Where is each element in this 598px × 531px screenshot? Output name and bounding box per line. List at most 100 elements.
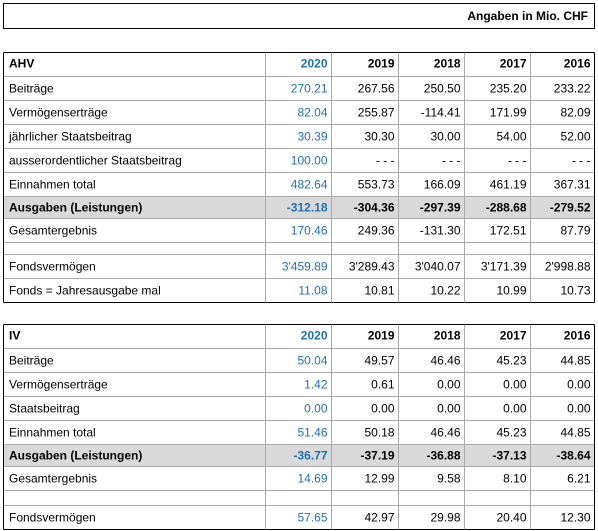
cell-value: 57.65 bbox=[297, 511, 327, 525]
cell-value: 482.64 bbox=[291, 178, 328, 192]
year-header: 2017 bbox=[500, 329, 527, 343]
cell-value: 20.40 bbox=[496, 511, 526, 525]
row-label: Einnahmen total bbox=[9, 426, 96, 440]
cell-value: 11.08 bbox=[298, 284, 327, 298]
cell-value: 0.00 bbox=[567, 402, 591, 416]
cell-value: 0.00 bbox=[437, 378, 461, 392]
row-highlight bbox=[3, 196, 595, 219]
cell-value: 255.87 bbox=[358, 106, 395, 120]
cell-value: 54.00 bbox=[496, 130, 526, 144]
cell-value: 45.23 bbox=[496, 354, 526, 368]
cell-value: 233.22 bbox=[554, 82, 591, 96]
cell-value: 87.79 bbox=[560, 224, 590, 238]
cell-value: 171.99 bbox=[490, 106, 527, 120]
cell-value: 0.00 bbox=[371, 402, 395, 416]
cell-value: 42.97 bbox=[364, 511, 394, 525]
cell-value: 267.56 bbox=[358, 82, 395, 96]
cell-value: 10.81 bbox=[364, 284, 394, 298]
row-label: Ausgaben (Leistungen) bbox=[9, 449, 142, 463]
cell-value: 3'289.43 bbox=[349, 260, 395, 274]
cell-value: 30.00 bbox=[430, 130, 460, 144]
cell-value: 44.85 bbox=[560, 426, 590, 440]
year-header: 2016 bbox=[564, 329, 591, 343]
year-header: 2020 bbox=[301, 329, 328, 343]
row-label: Staatsbeitrag bbox=[9, 402, 80, 416]
cell-value: -279.52 bbox=[550, 201, 591, 215]
cell-value: 553.73 bbox=[358, 178, 395, 192]
cell-value: 50.18 bbox=[364, 426, 394, 440]
cell-value: 45.23 bbox=[496, 426, 526, 440]
cell-value: 29.98 bbox=[430, 511, 460, 525]
cell-value: -36.88 bbox=[426, 449, 460, 463]
row-label: Vermögenserträge bbox=[9, 106, 108, 120]
cell-value: 270.21 bbox=[291, 82, 328, 96]
cell-value: 30.30 bbox=[364, 130, 394, 144]
cell-value: 6.21 bbox=[567, 472, 591, 486]
cell-value: 170.46 bbox=[291, 224, 328, 238]
cell-value: 49.57 bbox=[364, 354, 394, 368]
cell-value: 0.00 bbox=[304, 402, 328, 416]
section-title: AHV bbox=[9, 57, 34, 71]
cell-value: 82.04 bbox=[297, 106, 327, 120]
row-label: Gesamtergebnis bbox=[9, 224, 97, 238]
cell-value: 0.00 bbox=[503, 378, 527, 392]
cell-value: 1.42 bbox=[304, 378, 328, 392]
year-header: 2020 bbox=[301, 57, 328, 71]
cell-value: -114.41 bbox=[421, 106, 461, 120]
row-label: ausserordentlicher Staatsbeitrag bbox=[9, 154, 182, 168]
cell-value: 461.19 bbox=[490, 178, 527, 192]
year-header: 2019 bbox=[368, 57, 395, 71]
header-title: Angaben in Mio. CHF bbox=[467, 9, 588, 23]
cell-value: 10.73 bbox=[560, 284, 590, 298]
year-header: 2017 bbox=[500, 57, 527, 71]
cell-value: 0.61 bbox=[371, 378, 395, 392]
cell-value: 8.10 bbox=[503, 472, 527, 486]
cell-value: 100.00 bbox=[291, 154, 328, 168]
cell-value: 2'998.88 bbox=[545, 260, 591, 274]
cell-value: 0.00 bbox=[503, 402, 527, 416]
cell-value: 30.39 bbox=[297, 130, 327, 144]
cell-value: 12.30 bbox=[560, 511, 590, 525]
cell-value: 51.46 bbox=[297, 426, 327, 440]
cell-value: 10.99 bbox=[496, 284, 526, 298]
cell-value: - - - bbox=[572, 154, 591, 168]
cell-value: - - - bbox=[376, 154, 395, 168]
cell-value: -131.30 bbox=[420, 224, 461, 238]
cell-value: -304.36 bbox=[354, 201, 395, 215]
cell-value: -37.13 bbox=[492, 449, 526, 463]
cell-value: 46.46 bbox=[430, 426, 460, 440]
header-box bbox=[3, 3, 595, 29]
cell-value: 3'040.07 bbox=[415, 260, 461, 274]
row-label: Fonds = Jahresausgabe mal bbox=[9, 284, 161, 298]
row-label: Gesamtergebnis bbox=[9, 472, 97, 486]
cell-value: 12.99 bbox=[364, 472, 394, 486]
cell-value: 44.85 bbox=[560, 354, 590, 368]
cell-value: -38.64 bbox=[556, 449, 590, 463]
cell-value: - - - bbox=[442, 154, 461, 168]
row-label: Ausgaben (Leistungen) bbox=[9, 201, 142, 215]
cell-value: -297.39 bbox=[420, 201, 461, 215]
cell-value: 10.22 bbox=[430, 284, 460, 298]
cell-value: 3'171.39 bbox=[481, 260, 527, 274]
row-label: Beiträge bbox=[9, 82, 54, 96]
year-header: 2018 bbox=[434, 57, 461, 71]
year-header: 2018 bbox=[434, 329, 461, 343]
cell-value: 0.00 bbox=[567, 378, 591, 392]
cell-value: -36.77 bbox=[293, 449, 327, 463]
row-label: jährlicher Staatsbeitrag bbox=[8, 130, 132, 144]
cell-value: 82.09 bbox=[560, 106, 590, 120]
row-highlight bbox=[3, 444, 595, 467]
cell-value: 235.20 bbox=[490, 82, 527, 96]
row-label: Fondsvermögen bbox=[9, 260, 96, 274]
row-label: Einnahmen total bbox=[9, 178, 96, 192]
cell-value: 250.50 bbox=[424, 82, 461, 96]
cell-value: -288.68 bbox=[486, 201, 527, 215]
cell-value: 9.58 bbox=[437, 472, 461, 486]
cell-value: 52.00 bbox=[560, 130, 590, 144]
cell-value: 46.46 bbox=[430, 354, 460, 368]
cell-value: 0.00 bbox=[437, 402, 461, 416]
row-label: Fondsvermögen bbox=[9, 511, 96, 525]
cell-value: 3'459.89 bbox=[282, 260, 328, 274]
